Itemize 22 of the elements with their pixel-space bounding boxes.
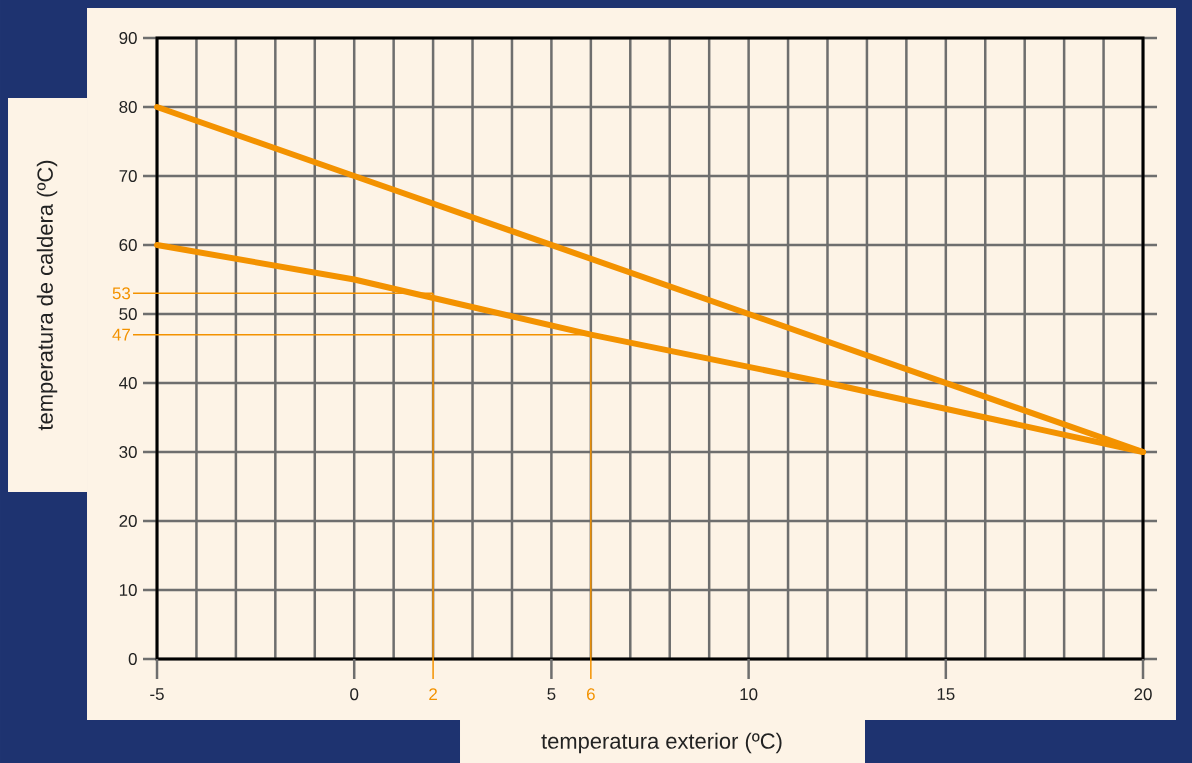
y-tick-label: 0 (128, 652, 137, 665)
y-tick-label: 30 (119, 445, 137, 458)
y-axis-title: temperatura de caldera (ºC) (36, 160, 58, 431)
x-tick-label: 15 (937, 688, 955, 701)
x-tick-label: 10 (740, 688, 758, 701)
x-tick-label: 5 (547, 688, 556, 701)
x-tick-label: -5 (150, 688, 164, 701)
y-tick-label: 80 (119, 100, 137, 113)
y-tick-label: 90 (119, 31, 137, 44)
y-tick-label: 20 (119, 514, 137, 527)
y-tick-label: 60 (119, 238, 137, 251)
ref-line-label: 47 (112, 328, 130, 341)
ref-line-label: 53 (112, 287, 131, 300)
x-tick-label: 20 (1134, 688, 1152, 701)
y-tick-label: 70 (119, 169, 137, 182)
x-tick-label: 0 (350, 688, 359, 701)
y-tick-label: 10 (119, 583, 137, 596)
ref-line-label: 6 (587, 688, 595, 701)
y-tick-label: 40 (119, 376, 137, 389)
ref-line-label: 2 (429, 688, 437, 701)
x-axis-title: temperatura exterior (ºC) (541, 732, 782, 754)
y-tick-label: 50 (119, 307, 137, 320)
